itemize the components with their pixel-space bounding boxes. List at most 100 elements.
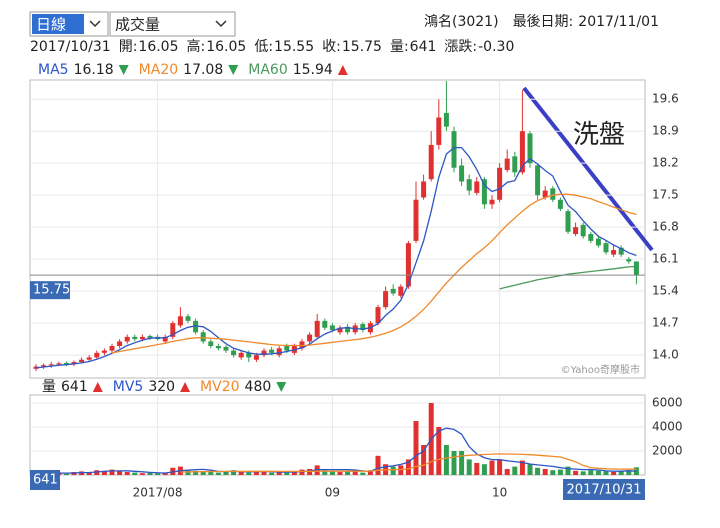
volume-bar <box>367 470 373 475</box>
candle-body <box>231 350 237 356</box>
x-tick-label: 2017/08 <box>133 486 183 500</box>
volume-bar <box>269 472 275 475</box>
volume-bar <box>436 427 442 475</box>
chevron <box>89 20 101 28</box>
candle-body <box>56 363 62 365</box>
candle-body <box>200 332 206 342</box>
candle-body <box>390 288 396 294</box>
legend-name: MA60 <box>248 62 287 78</box>
candle-body <box>139 336 145 340</box>
trend-arrow <box>228 65 239 75</box>
candle-body <box>588 234 594 241</box>
candle-body <box>527 133 533 164</box>
volume-bar <box>86 472 92 475</box>
volume-panel <box>29 394 646 476</box>
candle-body <box>489 199 495 205</box>
volume-bar <box>398 465 404 475</box>
indicator-text: 成交量 <box>115 16 160 34</box>
candle-body <box>94 352 100 358</box>
volume-bar <box>573 470 579 475</box>
candle-body <box>633 261 639 276</box>
ma-line <box>111 193 637 354</box>
candle-body <box>580 224 586 237</box>
volume-bar <box>215 472 221 475</box>
info-value: 15.55 <box>274 39 314 55</box>
volume-bar <box>466 459 472 475</box>
info-value: -0.30 <box>478 39 514 55</box>
volume-bar <box>421 445 427 475</box>
candle-body <box>284 346 290 351</box>
candle-body <box>550 188 556 200</box>
y-tick-label: 18.2 <box>652 156 679 170</box>
candle-body <box>626 259 632 262</box>
cursor-price-box <box>30 281 70 300</box>
volume-bar <box>185 470 191 475</box>
y-tick-label: 6000 <box>652 396 683 410</box>
info-date: 2017/10/31 <box>30 39 111 55</box>
y-tick-label: 17.5 <box>652 188 679 202</box>
candle-body <box>497 167 503 200</box>
stock-name: 鴻名(3021) <box>424 14 499 30</box>
trend-arrow <box>180 382 191 392</box>
volume-bar <box>360 472 366 475</box>
candle-body <box>618 247 624 255</box>
volume-bar <box>459 451 465 475</box>
candle-body <box>314 320 320 337</box>
volume-bar <box>162 472 168 475</box>
volume-bar <box>63 473 69 475</box>
volume-bar <box>337 472 343 475</box>
candle-body <box>459 165 465 182</box>
watermark: ©Yahoo奇摩股市 <box>561 363 640 376</box>
y-tick-label: 4000 <box>652 420 683 434</box>
candle-body <box>542 190 548 198</box>
trend-line <box>522 86 654 252</box>
y-tick-label: 15.4 <box>652 284 679 298</box>
volume-bar <box>307 469 313 475</box>
indicator-select[interactable] <box>109 11 236 37</box>
chevron <box>215 20 227 28</box>
legend-name: 量 <box>42 379 56 395</box>
volume-bar <box>474 463 480 475</box>
volume-bar <box>595 470 601 475</box>
candle-body <box>170 323 176 337</box>
volume-bar <box>109 469 115 475</box>
legend-value: 641 <box>61 379 88 395</box>
candle-body <box>246 352 252 358</box>
cursor-date-box <box>563 479 645 500</box>
y-tick-label: 19.6 <box>652 92 679 106</box>
candle-body <box>504 158 510 171</box>
candle-body <box>428 144 434 180</box>
volume-bar <box>352 470 358 475</box>
info-label: 漲跌: <box>444 39 477 55</box>
cursor-volume-box <box>30 470 60 490</box>
legend-name: MV20 <box>200 379 239 395</box>
candle-body <box>215 346 221 349</box>
trend-arrow <box>118 65 129 75</box>
info-value: 16.05 <box>138 39 178 55</box>
candle-body <box>405 243 411 287</box>
volume-bar <box>497 459 503 475</box>
volume-bar <box>155 473 161 475</box>
volume-bar <box>223 471 229 475</box>
candle-body <box>573 227 579 235</box>
legend-name: MA5 <box>38 62 69 78</box>
volume-bar <box>231 470 237 475</box>
price-panel <box>29 79 646 379</box>
candle-body <box>276 348 282 356</box>
candle-body <box>413 199 419 241</box>
info-value: 15.75 <box>342 39 382 55</box>
volume-bar <box>443 445 449 475</box>
volume-bar <box>390 466 396 475</box>
volume-bar <box>588 470 594 475</box>
y-tick-label: 14.0 <box>652 348 679 362</box>
volume-bar <box>284 472 290 475</box>
volume-bar <box>200 471 206 475</box>
volume-bar <box>527 464 533 475</box>
candle-body <box>269 349 275 353</box>
volume-bar <box>276 472 282 475</box>
volume-bar <box>322 470 328 475</box>
info-label: 收: <box>322 39 341 55</box>
candle-body <box>109 346 115 351</box>
last-date-label: 最後日期: <box>513 14 574 30</box>
